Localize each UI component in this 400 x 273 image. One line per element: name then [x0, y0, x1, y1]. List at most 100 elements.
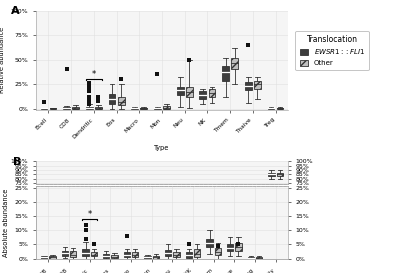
Bar	[256, 248, 262, 249]
Bar	[109, 94, 116, 104]
Point	[64, 67, 70, 72]
Bar	[40, 108, 47, 109]
Point	[86, 85, 92, 89]
Bar	[132, 247, 138, 248]
Bar	[50, 256, 56, 259]
Bar	[206, 239, 213, 247]
Text: *: *	[92, 70, 96, 79]
Bar	[91, 247, 97, 248]
Point	[82, 228, 89, 232]
Point	[82, 238, 89, 242]
Point	[235, 242, 242, 247]
Bar	[132, 252, 138, 257]
Bar	[154, 108, 161, 109]
Point	[214, 243, 221, 247]
Bar	[111, 255, 118, 258]
Bar	[62, 251, 68, 256]
Bar	[144, 256, 151, 259]
Point	[86, 89, 92, 93]
Bar	[111, 248, 118, 249]
Bar	[153, 248, 159, 249]
Bar	[268, 173, 274, 176]
Point	[86, 99, 92, 103]
Bar	[41, 256, 47, 259]
Point	[86, 102, 92, 106]
Point	[186, 242, 192, 247]
Point	[82, 241, 89, 245]
Bar	[144, 248, 151, 249]
Text: *: *	[88, 210, 92, 219]
Text: B: B	[13, 157, 22, 167]
Bar	[63, 106, 70, 109]
Point	[91, 242, 97, 247]
Bar	[248, 257, 254, 259]
Bar	[268, 108, 274, 109]
Bar	[131, 108, 138, 109]
Bar	[50, 108, 56, 109]
Point	[82, 236, 89, 241]
Bar	[82, 246, 89, 248]
Point	[124, 240, 130, 244]
Bar	[82, 249, 89, 256]
Bar	[177, 87, 184, 95]
Bar	[208, 89, 215, 97]
Bar	[277, 173, 283, 176]
Bar	[163, 106, 170, 109]
Point	[86, 81, 92, 85]
Point	[82, 222, 89, 227]
Point	[235, 242, 242, 247]
Legend: $\mathit{EWSR1::FLI1}$, Other: $\mathit{EWSR1::FLI1}$, Other	[296, 31, 369, 70]
Bar	[91, 252, 97, 256]
Bar	[245, 82, 252, 90]
Bar	[62, 247, 68, 248]
Point	[95, 99, 102, 103]
Point	[154, 72, 161, 76]
Bar	[70, 251, 76, 257]
Bar	[103, 248, 109, 249]
Bar	[248, 248, 254, 249]
Bar	[124, 252, 130, 257]
Point	[118, 77, 124, 81]
Point	[214, 244, 221, 248]
Bar	[124, 247, 130, 248]
Bar	[277, 108, 284, 109]
Text: A: A	[11, 6, 20, 16]
Bar	[186, 252, 192, 258]
Point	[186, 58, 192, 62]
Bar	[41, 248, 47, 249]
Point	[245, 43, 252, 47]
Bar	[235, 243, 242, 251]
Bar	[227, 244, 233, 251]
Bar	[194, 246, 200, 248]
Bar	[254, 81, 261, 89]
Bar	[95, 106, 102, 109]
Bar	[268, 13, 274, 22]
Bar	[222, 66, 229, 81]
Bar	[86, 106, 93, 109]
Y-axis label: Relative abundance: Relative abundance	[0, 27, 5, 93]
Bar	[173, 247, 180, 248]
Point	[186, 242, 192, 247]
Point	[41, 100, 47, 104]
Bar	[200, 91, 206, 99]
Bar	[103, 254, 109, 258]
Point	[124, 234, 130, 238]
Bar	[173, 252, 180, 257]
X-axis label: Type: Type	[154, 145, 170, 151]
Bar	[256, 257, 262, 259]
Bar	[235, 244, 242, 247]
Bar	[186, 247, 192, 249]
Bar	[215, 248, 221, 255]
Bar	[206, 243, 213, 245]
Bar	[227, 244, 233, 247]
Point	[82, 236, 89, 241]
Bar	[215, 245, 221, 248]
Point	[91, 242, 97, 247]
Y-axis label: Absolute abundance: Absolute abundance	[3, 189, 9, 257]
Bar	[277, 13, 283, 22]
Bar	[140, 108, 147, 109]
Bar	[194, 250, 200, 257]
Bar	[165, 250, 171, 256]
Bar	[231, 58, 238, 70]
Bar	[50, 248, 56, 249]
